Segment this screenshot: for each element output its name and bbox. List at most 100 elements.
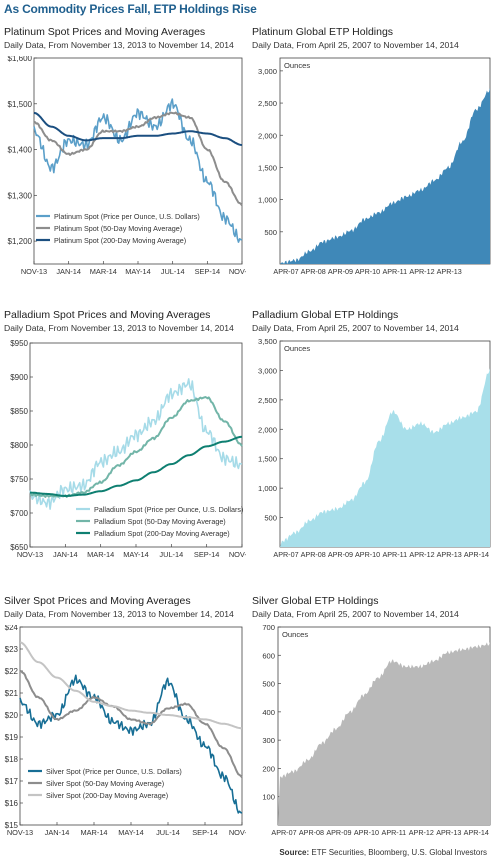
y-tick-label: 2,000 [258, 425, 277, 434]
platinum-etp-chart: 500 1,000 1,500 2,000 2,500 3,000 Ounces APR-07… [258, 57, 491, 276]
chart-subtitle: Daily Data, From November 13, 2013 to No… [4, 609, 234, 619]
x-tick-label: APR-14 [464, 550, 489, 559]
x-tick-label: APR-13 [437, 267, 462, 276]
y-tick-label: $1,500 [8, 100, 33, 109]
x-tick-label: NOV-14 [229, 267, 246, 276]
series-line-3 [19, 641, 242, 730]
x-tick-label: MAY-14 [118, 828, 143, 837]
y-tick-label: $900 [10, 373, 28, 382]
x-tick-label: SEP-14 [194, 550, 219, 559]
legend-label: Silver Spot (200-Day Moving Average) [46, 791, 168, 800]
series-line-1 [19, 674, 243, 814]
y-tick-label: 1,500 [258, 163, 277, 172]
chart-subtitle: Daily Data, From November 13, 2013 to No… [4, 323, 234, 333]
series-line-2 [33, 111, 243, 207]
series-line-2 [19, 669, 243, 778]
x-tick-label: NOV-14 [229, 550, 246, 559]
legend-label: Palladium Spot (200-Day Moving Average) [94, 529, 230, 538]
source-text: ETF Securities, Bloomberg, U.S. Global I… [311, 848, 487, 857]
x-tick-label: APR-07 [273, 550, 298, 559]
x-tick-label: APR-07 [273, 267, 298, 276]
unit-label: Ounces [284, 61, 310, 70]
series-line-1 [33, 98, 243, 243]
y-tick-label: $15 [5, 821, 19, 830]
y-tick-label: $16 [5, 799, 19, 808]
x-tick-label: SEP-14 [195, 267, 220, 276]
y-tick-label: 3,500 [258, 339, 277, 346]
chart-subtitle: Daily Data, From April 25, 2007 to Novem… [252, 609, 459, 619]
y-tick-label: $17 [5, 777, 19, 786]
holdings-area [280, 87, 490, 265]
y-tick-label: 500 [262, 680, 275, 689]
y-tick-label: $19 [5, 733, 19, 742]
y-tick-label: $700 [10, 509, 28, 518]
y-tick-label: $18 [5, 755, 19, 764]
holdings-area [278, 641, 490, 825]
x-tick-label: APR-13 [437, 550, 462, 559]
silver-etp-panel: Silver Global ETP Holdings Daily Data, F… [252, 595, 492, 847]
x-tick-label: MAY-14 [125, 267, 150, 276]
series-line-3 [30, 435, 243, 497]
y-tick-label: $800 [10, 441, 28, 450]
x-tick-label: JUL-14 [159, 550, 183, 559]
legend-label: Platinum Spot (50-Day Moving Average) [54, 224, 182, 233]
x-tick-label: APR-12 [409, 828, 434, 837]
y-tick-label: 1,500 [258, 455, 277, 464]
holdings-area [280, 368, 490, 547]
y-tick-label: $23 [5, 645, 19, 654]
y-tick-label: $21 [5, 689, 19, 698]
silver-spot-panel: Silver Spot Prices and Moving Averages D… [4, 595, 246, 847]
palladium-etp-panel: Palladium Global ETP Holdings Daily Data… [252, 309, 492, 571]
y-tick-label: 400 [262, 708, 275, 717]
series-line-2 [29, 396, 243, 498]
platinum-etp-panel: Platinum Global ETP Holdings Daily Data,… [252, 26, 492, 288]
x-tick-label: APR-09 [328, 550, 353, 559]
y-tick-label: $20 [5, 711, 19, 720]
legend-label: Platinum Spot (Price per Ounce, U.S. Dol… [54, 212, 200, 221]
plot-frame [33, 57, 243, 265]
x-tick-label: APR-11 [382, 828, 407, 837]
chart-title: Palladium Global ETP Holdings [252, 309, 399, 321]
legend-label: Platinum Spot (200-Day Moving Average) [54, 236, 186, 245]
x-tick-label: APR-10 [355, 267, 380, 276]
y-tick-label: 300 [262, 736, 275, 745]
x-tick-label: APR-07 [271, 828, 296, 837]
x-tick-label: NOV-14 [229, 828, 246, 837]
x-tick-label: APR-09 [326, 828, 351, 837]
x-tick-label: NOV-13 [21, 267, 47, 276]
x-tick-label: JAN-14 [56, 267, 81, 276]
x-tick-label: APR-08 [301, 550, 326, 559]
page-title: As Commodity Prices Fall, ETP Holdings R… [4, 2, 257, 16]
y-tick-label: $1,400 [8, 146, 33, 155]
y-tick-label: 100 [262, 793, 275, 802]
chart-title: Palladium Spot Prices and Moving Average… [4, 309, 211, 321]
y-tick-label: 3,000 [258, 366, 277, 375]
x-tick-label: JUL-14 [156, 828, 180, 837]
palladium-spot-chart: $650 $700 $750 $800 $850 $900 $950 NOV-13 JAN-14… [10, 339, 246, 559]
y-tick-label: 600 [262, 651, 275, 660]
x-tick-label: NOV-13 [7, 828, 33, 837]
y-tick-label: $1,300 [8, 191, 33, 200]
y-tick-label: 500 [264, 514, 277, 523]
legend-label: Silver Spot (50-Day Moving Average) [46, 779, 164, 788]
x-tick-label: MAR-14 [87, 550, 114, 559]
y-tick-label: $1,600 [8, 56, 33, 63]
chart-title: Platinum Global ETP Holdings [252, 26, 394, 38]
series-line-1 [29, 378, 243, 510]
y-tick-label: 2,000 [258, 131, 277, 140]
legend-label: Silver Spot (Price per Ounce, U.S. Dolla… [46, 767, 182, 776]
unit-label: Ounces [282, 630, 308, 639]
y-tick-label: $750 [10, 475, 28, 484]
palladium-spot-panel: Palladium Spot Prices and Moving Average… [4, 309, 246, 571]
x-tick-label: APR-11 [382, 550, 407, 559]
x-tick-label: APR-10 [355, 550, 380, 559]
x-tick-label: APR-10 [354, 828, 379, 837]
silver-spot-chart: $15 $16 $17 $18 $19 $20 $21 $22 $23 $24 NOV-13 JAN-… [5, 625, 246, 837]
legend-label: Palladium Spot (50-Day Moving Average) [94, 517, 226, 526]
platinum-spot-panel: Platinum Spot Prices and Moving Averages… [4, 26, 246, 288]
y-tick-label: 1,000 [258, 484, 277, 493]
chart-title: Platinum Spot Prices and Moving Averages [4, 26, 206, 38]
chart-title: Silver Spot Prices and Moving Averages [4, 595, 191, 607]
y-tick-label: 500 [264, 228, 277, 237]
